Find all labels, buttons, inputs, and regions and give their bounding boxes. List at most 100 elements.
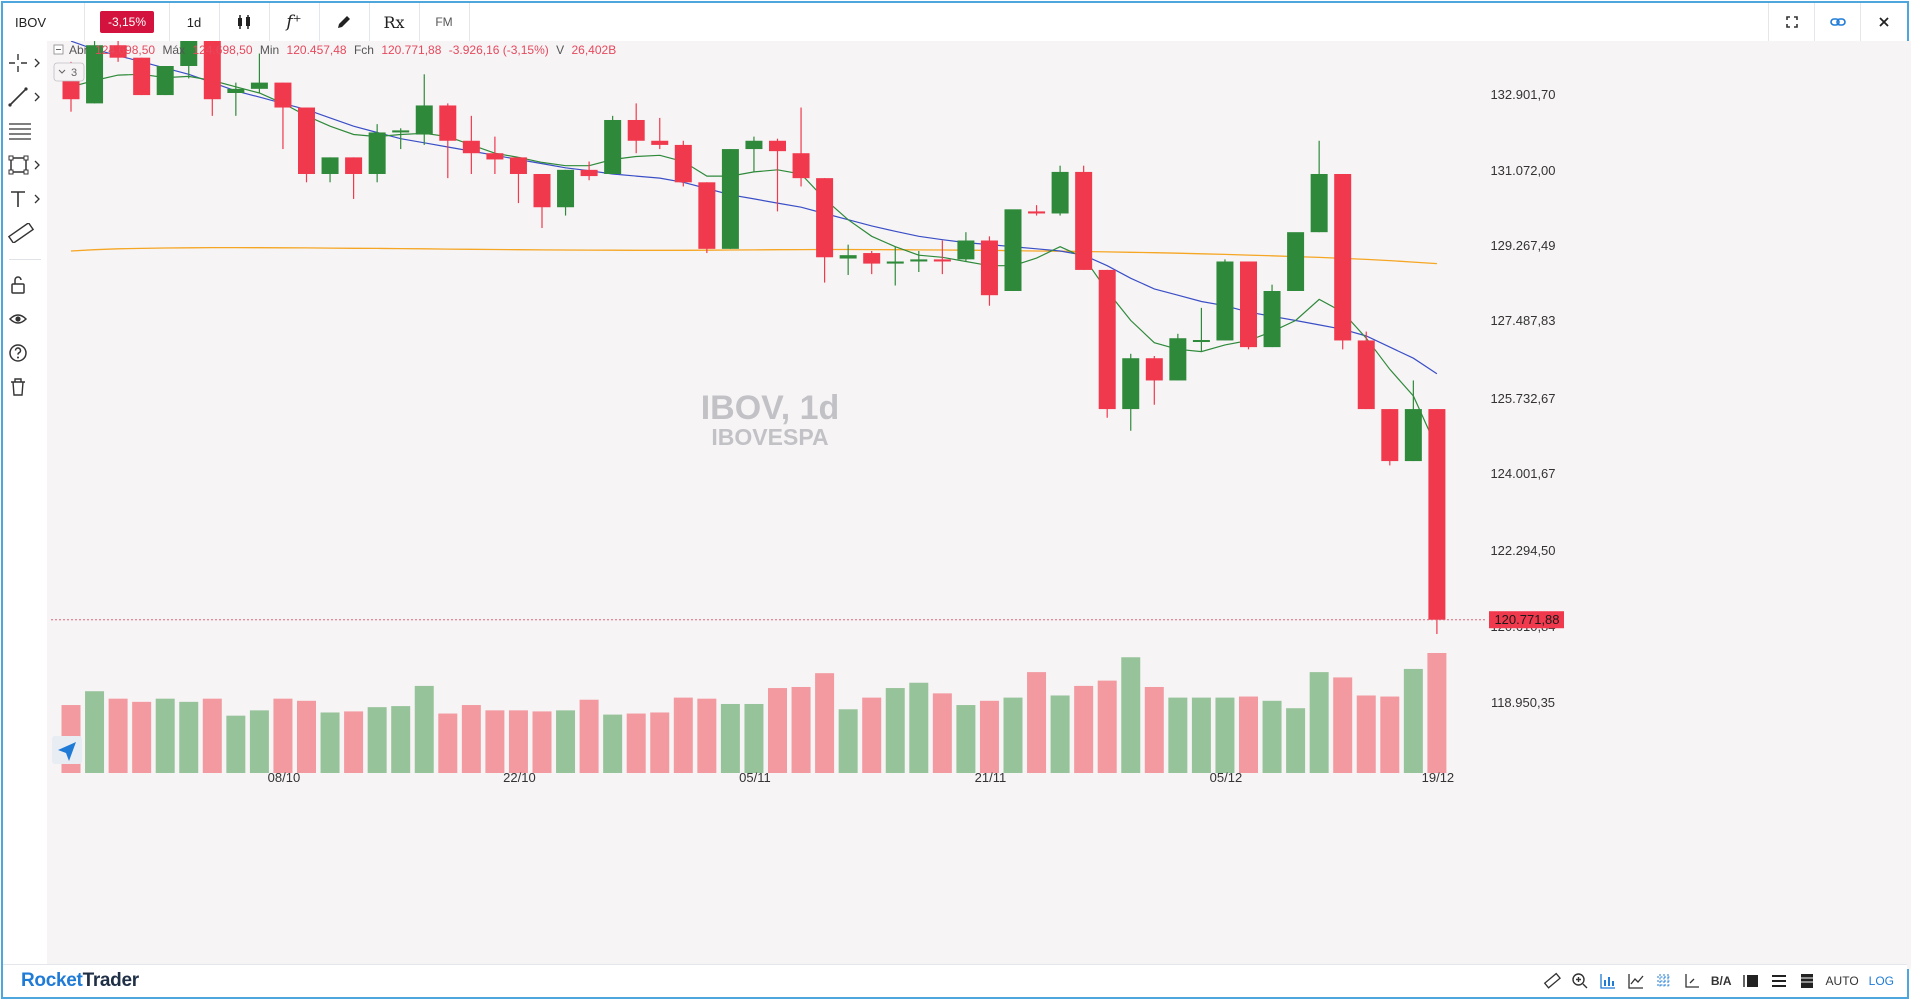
chart-area[interactable]: 132.901,70 131.072,00 129.267,49 127.487,83… [47, 24, 1911, 969]
volume-bar [720, 703, 740, 773]
volume-bar [1191, 697, 1211, 773]
candle [298, 107, 315, 183]
drawing-button[interactable] [319, 3, 370, 41]
ruler-tool[interactable] [7, 219, 43, 247]
text-icon [11, 191, 40, 207]
volume-bar [461, 705, 481, 773]
volume-bar [508, 710, 528, 773]
candle-body [415, 105, 433, 135]
candle [886, 246, 904, 286]
date-tick-label: 21/11 [975, 770, 1007, 785]
rectangle-icon [8, 155, 40, 175]
panel-button[interactable] [1793, 965, 1821, 997]
volume-bar [226, 715, 246, 773]
candle-body [980, 240, 998, 296]
close-button[interactable] [1860, 3, 1907, 41]
ruler-icon [1543, 972, 1561, 989]
volume-bar [85, 691, 105, 773]
shape-tool[interactable] [7, 151, 43, 179]
trash-icon [11, 378, 25, 396]
candle [1216, 259, 1234, 341]
fm-button[interactable]: FM [419, 3, 470, 41]
volume-bar [438, 713, 458, 773]
log-scale-button[interactable]: LOG [1864, 965, 1899, 997]
candle-body [1004, 209, 1022, 291]
zoom-button[interactable] [1566, 965, 1594, 997]
candle-body [1381, 409, 1399, 462]
candle-body [604, 119, 622, 174]
symbol-selector[interactable]: IBOV [3, 3, 85, 41]
candle-body [910, 259, 928, 262]
price-chart[interactable]: 132.901,70 131.072,00 129.267,49 127.487,83… [47, 24, 1911, 969]
volume-bar [320, 712, 340, 773]
volume-toggle[interactable] [1594, 965, 1622, 997]
candle-body [1240, 261, 1257, 348]
link-button[interactable] [1814, 3, 1861, 41]
ruler-button[interactable] [1538, 965, 1566, 997]
price-tick-label: 127.487,83 [1490, 313, 1555, 328]
date-tick-label: 19/12 [1422, 770, 1455, 785]
candle-body [839, 255, 857, 259]
help-tool[interactable] [7, 339, 43, 367]
candle [745, 136, 763, 172]
candle [1310, 140, 1328, 233]
text-tool[interactable] [7, 185, 43, 213]
trendline-tool[interactable] [7, 83, 43, 111]
candle-body [792, 153, 810, 179]
date-axis: 08/10 22/10 05/11 21/11 05/12 19/12 [268, 770, 1454, 785]
volume-bar [673, 697, 693, 773]
auto-scale-button[interactable]: AUTO [1821, 965, 1864, 997]
drawing-toolbar [3, 41, 48, 965]
indicator-count-chip[interactable] [53, 62, 85, 82]
indicators-button[interactable]: f⁺ [269, 3, 320, 41]
axis-icon [1685, 974, 1699, 988]
fullscreen-button[interactable] [1768, 3, 1815, 41]
lock-tool[interactable] [7, 271, 43, 299]
candle [792, 107, 810, 187]
candle-body [957, 240, 975, 260]
rx-button[interactable]: Rx [369, 3, 420, 41]
fibonacci-tool[interactable] [7, 117, 43, 145]
scale-button[interactable] [1678, 965, 1706, 997]
volume-bar [273, 698, 293, 773]
line-chart-icon [1628, 974, 1644, 989]
bar-chart-icon [1600, 974, 1615, 989]
volume-bar [1309, 672, 1329, 773]
book-button[interactable] [1737, 965, 1765, 997]
candle-body [1051, 171, 1069, 214]
volume-bar [1286, 708, 1306, 773]
zoom-in-icon [1572, 973, 1588, 989]
volume-bar [485, 710, 505, 773]
navigate-button[interactable] [52, 736, 82, 764]
candle [533, 173, 551, 229]
legend-low-label: Min [260, 43, 279, 57]
candle [462, 115, 480, 174]
candle-body [250, 82, 268, 89]
change-badge: -3,15% [99, 11, 155, 33]
delete-tool[interactable] [7, 373, 43, 401]
interval-button[interactable]: 1d [169, 3, 220, 41]
candle [1192, 307, 1210, 352]
candle-body [274, 82, 292, 108]
candle [1122, 353, 1140, 431]
volume-bar [132, 701, 152, 773]
volume-bar [815, 673, 835, 773]
candle-body [462, 140, 480, 154]
price-tick-label: 129.267,49 [1490, 238, 1555, 253]
volume-bar [1097, 680, 1117, 773]
chart-type-button[interactable] [219, 3, 270, 41]
line-chart-button[interactable] [1622, 965, 1650, 997]
bid-ask-button[interactable]: B/A [1706, 965, 1737, 997]
list-button[interactable] [1765, 965, 1793, 997]
volume-bar [1074, 685, 1094, 773]
price-tick-label: 132.901,70 [1490, 87, 1555, 102]
candle [1028, 205, 1046, 216]
trendline-icon [8, 87, 40, 107]
candle-body [133, 57, 151, 96]
candle [1098, 269, 1116, 418]
crosshair-tool[interactable] [7, 49, 43, 77]
last-price-tag-bg [1489, 611, 1564, 629]
indicator-count: 3 [71, 67, 77, 79]
visibility-tool[interactable] [7, 305, 43, 333]
grid-button[interactable] [1650, 965, 1678, 997]
